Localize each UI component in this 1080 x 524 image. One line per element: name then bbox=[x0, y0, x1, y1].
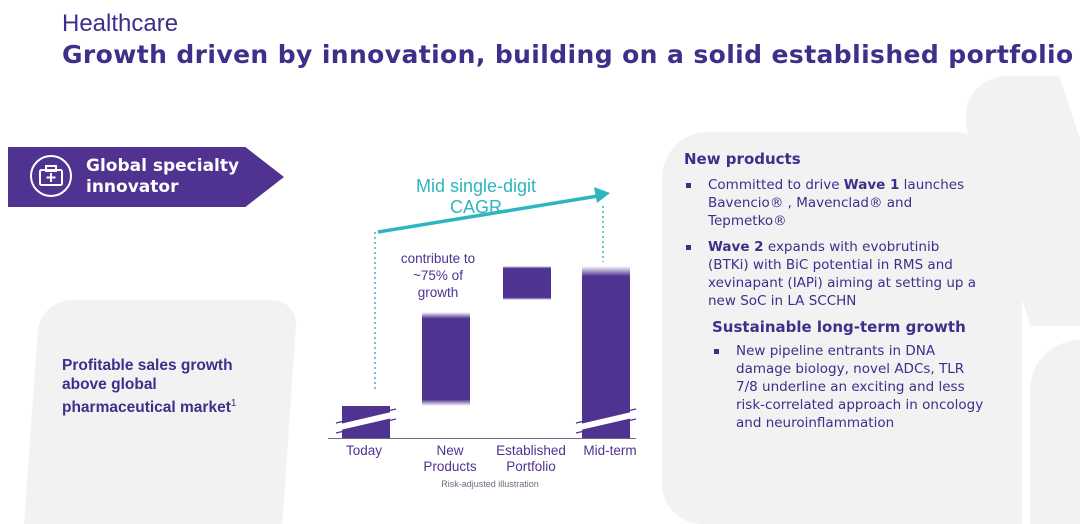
tick-label-new-products-line-2: Products bbox=[423, 459, 477, 474]
axis-break-mark-0 bbox=[335, 411, 397, 431]
tick-label-established-line-2: Portfolio bbox=[506, 459, 556, 474]
banner-line-2: innovator bbox=[86, 177, 179, 197]
contribution-line-3: growth bbox=[417, 285, 459, 300]
axis-break-line-b-1 bbox=[575, 418, 637, 434]
footnote-marker: 1 bbox=[230, 398, 237, 409]
list-item: New pipeline entrants in DNA damage biol… bbox=[712, 342, 984, 432]
cagr-arrow-head bbox=[594, 187, 610, 203]
bullet-square-icon bbox=[686, 183, 691, 188]
cagr-label: Mid single-digit CAGR bbox=[396, 176, 556, 218]
tick-label-new-products-line-1: New bbox=[436, 443, 464, 458]
bullet-square-icon bbox=[714, 349, 719, 354]
medical-kit-icon bbox=[30, 155, 72, 197]
wave2-bold: Wave 2 bbox=[708, 239, 764, 255]
tick-label-new-products: New Products bbox=[410, 443, 490, 475]
axis-break-line-a-0 bbox=[335, 408, 397, 424]
wave2-post: expands with evobrutinib (BTKi) with BiC… bbox=[708, 239, 977, 309]
sustainable-bullet-text: New pipeline entrants in DNA damage biol… bbox=[736, 343, 984, 431]
chart-footnote: Risk-adjusted illustration bbox=[441, 479, 539, 489]
new-products-list: Committed to drive Wave 1 launches Baven… bbox=[684, 176, 984, 310]
contribution-line-1: contribute to bbox=[400, 251, 476, 266]
wave1-bold: Wave 1 bbox=[843, 177, 900, 193]
right-panel: New products Committed to drive Wave 1 l… bbox=[684, 150, 984, 440]
tick-label-mid-term: Mid-term bbox=[574, 443, 646, 459]
banner-label: Global specialty innovator bbox=[86, 156, 239, 198]
bar-mid-term bbox=[582, 266, 630, 438]
contribution-note: contribute to ~75% of growth bbox=[388, 250, 488, 301]
bg-shape-corner-bottom bbox=[1030, 340, 1080, 524]
left-text-line-3: pharmaceutical market bbox=[62, 399, 231, 417]
left-text-line-3-wrap: pharmaceutical market1 bbox=[62, 394, 292, 417]
cagr-arrow-line bbox=[377, 194, 599, 234]
bar-new-products bbox=[422, 312, 470, 406]
tick-label-established-line-1: Established bbox=[496, 443, 566, 458]
new-products-heading: New products bbox=[684, 150, 801, 168]
page-title: Growth driven by innovation, building on… bbox=[62, 40, 1074, 69]
bar-established-portfolio bbox=[503, 266, 551, 300]
tick-label-mid-term-line-1: Mid-term bbox=[583, 443, 637, 458]
bullet-square-icon bbox=[686, 245, 691, 250]
profitable-growth-text: Profitable sales growth above global pha… bbox=[62, 356, 292, 417]
left-text-line-1: Profitable sales growth bbox=[62, 357, 233, 374]
banner-line-1: Global specialty bbox=[86, 156, 240, 176]
list-item: Wave 2 expands with evobrutinib (BTKi) w… bbox=[684, 238, 984, 310]
axis-break-line-a-1 bbox=[575, 408, 637, 424]
axis-break-mark-1 bbox=[575, 411, 637, 431]
list-item: Committed to drive Wave 1 launches Baven… bbox=[684, 176, 984, 230]
bg-shape-right bbox=[662, 132, 1022, 524]
global-specialty-banner: Global specialty innovator bbox=[8, 147, 284, 207]
tick-label-today: Today bbox=[334, 443, 394, 459]
sustainable-growth-heading: Sustainable long-term growth bbox=[712, 318, 966, 336]
sustainable-growth-list: New pipeline entrants in DNA damage biol… bbox=[684, 342, 984, 432]
tick-label-established-portfolio: Established Portfolio bbox=[488, 443, 574, 475]
tick-label-today-line-1: Today bbox=[345, 443, 383, 458]
cagr-line-2: CAGR bbox=[449, 197, 502, 217]
axis-break-line-b-0 bbox=[335, 418, 397, 434]
wave1-pre: Committed to drive bbox=[708, 177, 844, 193]
left-text-line-2: above global bbox=[62, 376, 157, 393]
section-eyebrow: Healthcare bbox=[62, 10, 179, 37]
contribution-line-2: ~75% of bbox=[413, 268, 463, 283]
cagr-line-1: Mid single-digit bbox=[415, 176, 537, 196]
wave1-post: launches Bavencio® , Mavenclad® and Tepm… bbox=[708, 177, 965, 229]
